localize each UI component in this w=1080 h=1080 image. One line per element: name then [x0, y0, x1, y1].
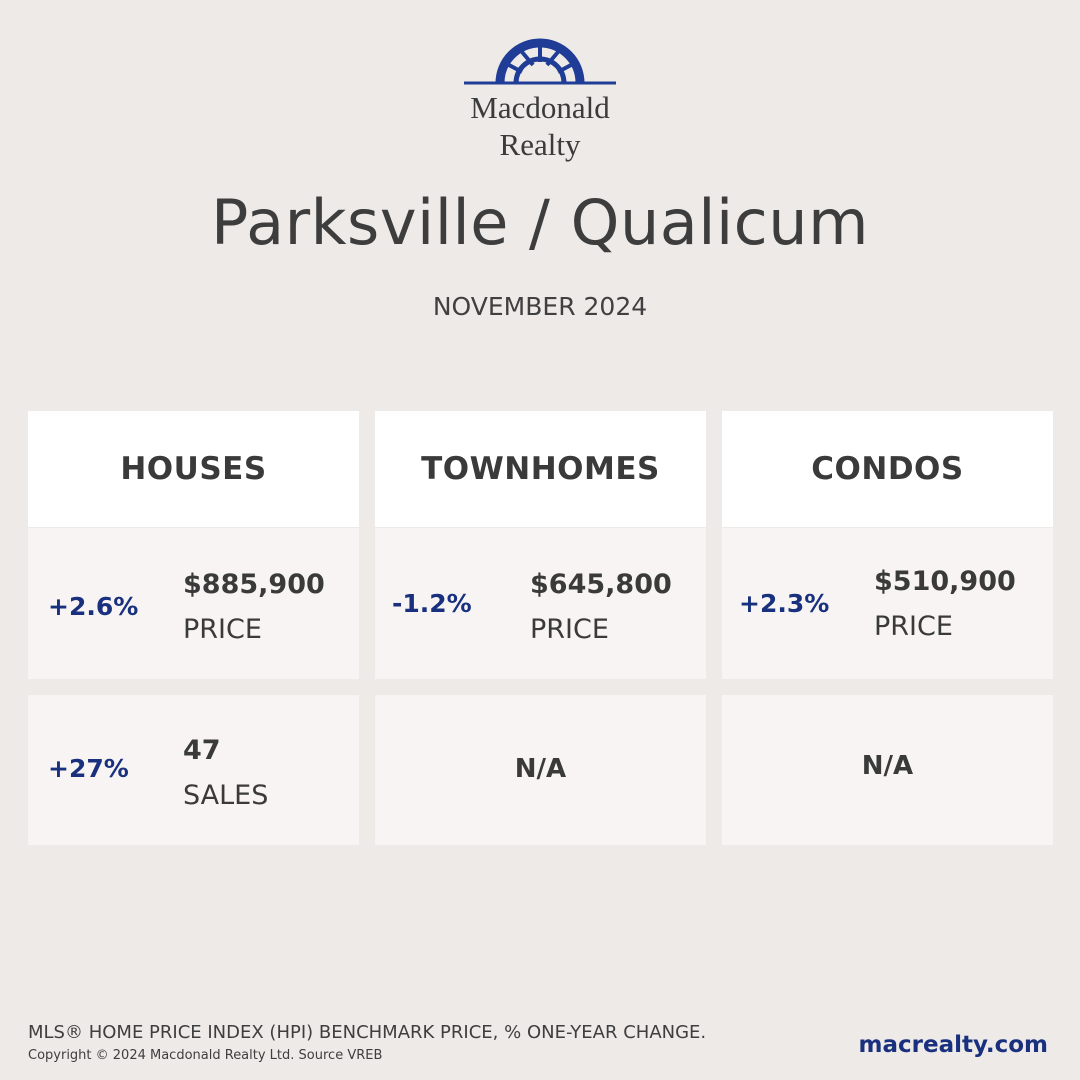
houses-sales-cell: +27% 47 SALES: [28, 695, 359, 845]
houses-sales-change: +27%: [48, 754, 129, 783]
copyright: Copyright © 2024 Macdonald Realty Ltd. S…: [28, 1048, 383, 1063]
condos-sales-na: N/A: [861, 751, 914, 781]
brand-name-line1: Macdonald: [470, 90, 610, 125]
townhomes-price-cell: -1.2% $645,800 PRICE: [375, 528, 706, 679]
report-period: NOVEMBER 2024: [432, 292, 648, 321]
website-link[interactable]: macrealty.com: [858, 1032, 1048, 1058]
brand-name-line2: Realty: [499, 127, 581, 162]
brand-logo: Macdonald Realty: [440, 38, 640, 166]
page-title: Parksville / Qualicum: [211, 186, 869, 259]
townhomes-header: TOWNHOMES: [375, 411, 706, 527]
houses-price-label: PRICE: [183, 614, 262, 645]
houses-price-value: $885,900: [183, 569, 325, 600]
townhomes-sales-na: N/A: [514, 754, 567, 784]
condos-price-cell: +2.3% $510,900 PRICE: [722, 528, 1053, 679]
houses-sales-value: 47: [183, 735, 221, 766]
condos-sales-cell: N/A: [722, 695, 1053, 845]
condos-price-label: PRICE: [874, 611, 953, 642]
condos-price-change: +2.3%: [739, 589, 830, 618]
condos-header: CONDOS: [722, 411, 1053, 527]
condos-price-value: $510,900: [874, 566, 1016, 597]
townhomes-price-change: -1.2%: [392, 589, 472, 618]
footnote: MLS® HOME PRICE INDEX (HPI) BENCHMARK PR…: [28, 1022, 707, 1043]
townhomes-price-value: $645,800: [530, 569, 672, 600]
houses-header: HOUSES: [28, 411, 359, 527]
macdonald-realty-emblem-icon: [464, 38, 616, 85]
townhomes-price-label: PRICE: [530, 614, 609, 645]
houses-price-cell: +2.6% $885,900 PRICE: [28, 528, 359, 679]
houses-sales-label: SALES: [183, 780, 269, 811]
townhomes-sales-cell: N/A: [375, 695, 706, 845]
houses-price-change: +2.6%: [48, 592, 139, 621]
